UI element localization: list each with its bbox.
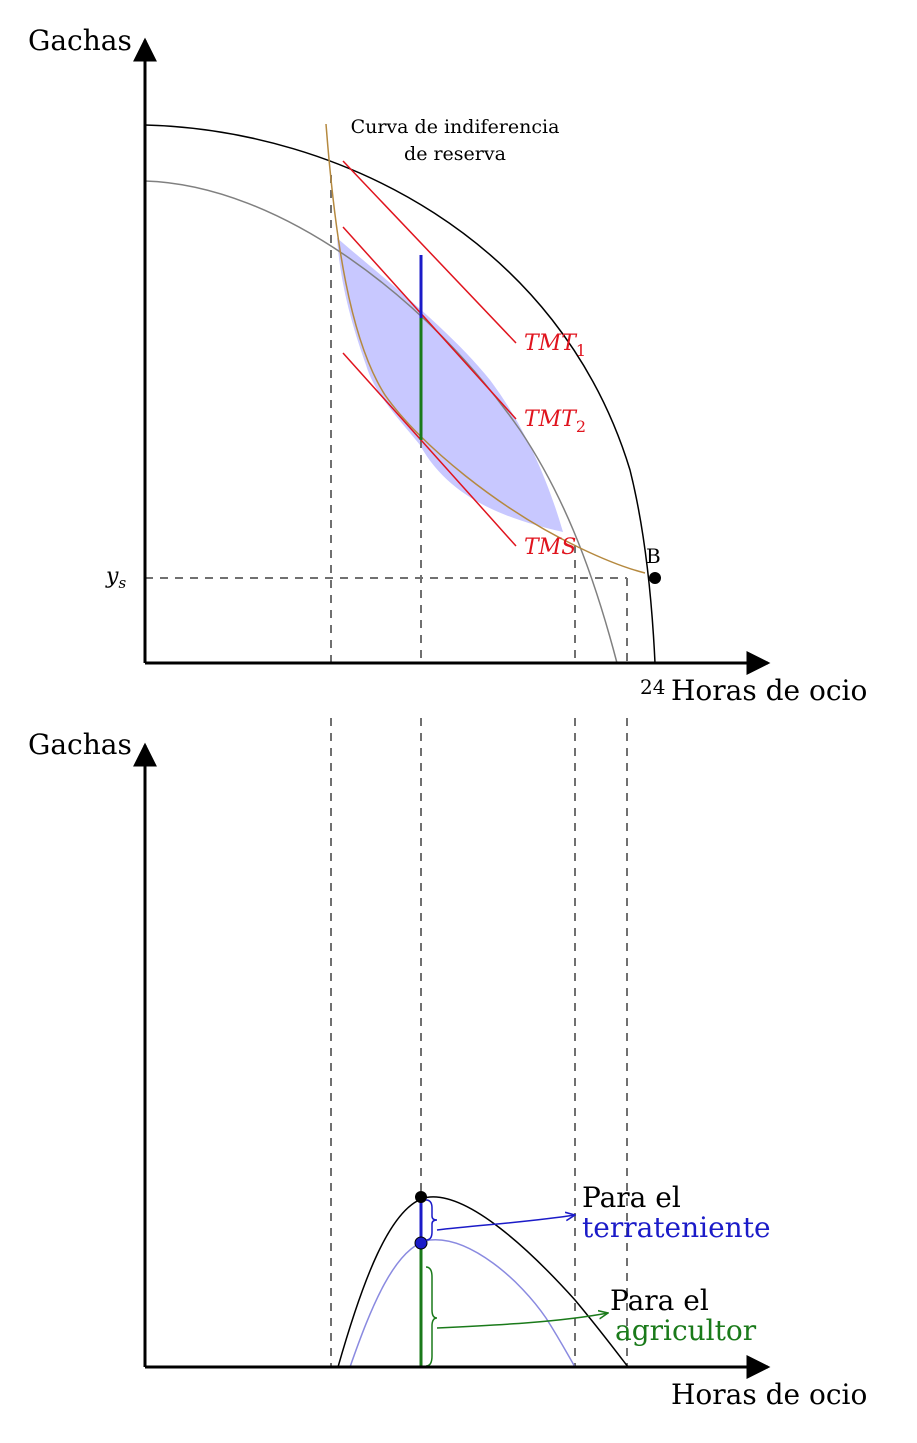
bottom-y-axis-label: Gachas: [28, 728, 132, 761]
landlord-brace: [425, 1199, 438, 1241]
top-dashed-guides: [145, 175, 628, 663]
farmer-brace: [425, 1266, 438, 1367]
tmt1-line: [342, 160, 517, 344]
landlord-label-line1: Para el: [582, 1181, 681, 1214]
reserve-curve-label-line1: Curva de indiferencia: [351, 116, 560, 138]
landlord-label-line2: terrateniente: [582, 1211, 771, 1244]
total-surplus-curve: [337, 1196, 629, 1368]
feasible-shaded-region: [337, 238, 563, 532]
bottom-panel: Gachas Horas de ocio Para el terratenien…: [28, 718, 867, 1411]
reserve-indifference-curve: [325, 123, 646, 574]
bottom-x-axis-label: Horas de ocio: [671, 1378, 867, 1411]
x-max-label: 24: [640, 675, 665, 699]
top-y-axis-label: Gachas: [28, 24, 132, 57]
farmer-surplus-curve: [349, 1239, 576, 1368]
total-surplus-point: [415, 1191, 427, 1203]
tmt2-label: TMT2: [524, 407, 586, 436]
reserve-curve-label-line2: de reserva: [404, 143, 506, 165]
point-b: [649, 572, 661, 584]
tmt1-main: TMT: [524, 331, 578, 356]
tmt2-line: [342, 226, 517, 420]
tmt2-subscript: 2: [576, 417, 586, 436]
tmt1-label: TMT1: [524, 331, 586, 360]
farmer-label-line2: agricultor: [615, 1314, 757, 1347]
ys-label: ys: [105, 564, 126, 592]
tmt2-main: TMT: [524, 407, 578, 432]
farmer-surplus-point: [414, 1236, 428, 1250]
farmer-label-line1: Para el: [610, 1284, 709, 1317]
landlord-arrow: [436, 1215, 575, 1231]
point-b-label: B: [646, 544, 661, 568]
farmer-arrow: [436, 1313, 608, 1329]
tms-label: TMS: [524, 535, 576, 560]
ys-subscript: s: [118, 574, 126, 592]
top-x-axis-label: Horas de ocio: [671, 674, 867, 707]
tms-line: [342, 352, 517, 547]
tangent-lines: [342, 160, 517, 547]
ys-main: y: [105, 564, 119, 589]
top-panel: Gachas Horas de ocio 24 Curva de indifer…: [28, 24, 867, 707]
tmt1-subscript: 1: [576, 341, 586, 360]
bottom-dashed-guides: [330, 718, 628, 1367]
outer-production-frontier: [144, 124, 656, 664]
